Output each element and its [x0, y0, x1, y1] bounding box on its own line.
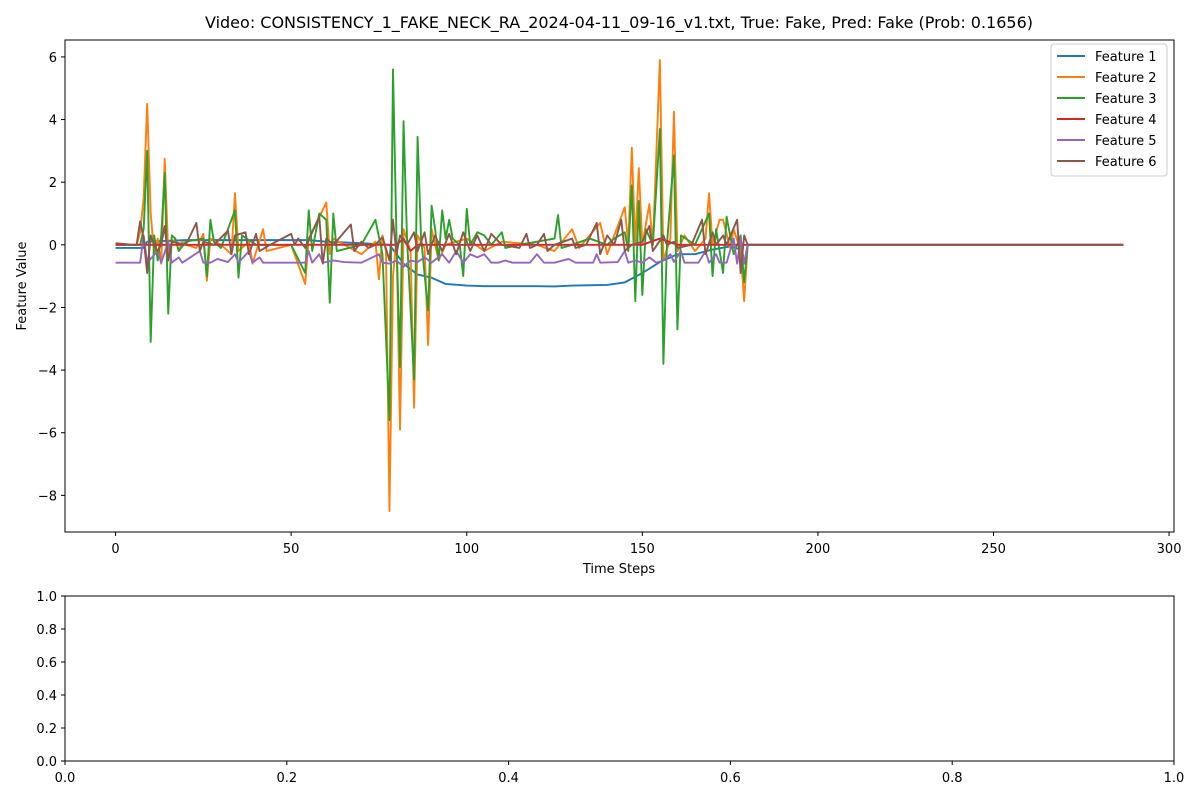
x-tick-label: 100 [454, 542, 479, 557]
y-tick-label: −8 [38, 489, 57, 504]
bottom-plot-frame [64, 595, 1175, 762]
bottom-y-ticks: 0.0 0.2 0.4 0.6 0.8 1.0 [36, 590, 65, 770]
legend-label-1: Feature 1 [1095, 50, 1157, 65]
series-line-2 [115, 59, 1124, 512]
legend-label-3: Feature 3 [1095, 92, 1157, 107]
y-tick-label: 0 [49, 239, 57, 254]
y-tick-label: −6 [38, 427, 57, 442]
bottom-x-tick-label: 0.2 [276, 771, 297, 786]
x-tick-label: 50 [283, 542, 300, 557]
y-tick-label: 2 [49, 176, 57, 191]
bottom-x-tick-label: 0.4 [498, 771, 519, 786]
series-line-5 [115, 234, 1124, 268]
bottom-x-ticks: 0.0 0.2 0.4 0.6 0.8 1.0 [55, 761, 1185, 786]
top-series-layer [115, 59, 1124, 512]
top-y-ticks: −8 −6 −4 −2 0 2 4 6 [38, 51, 65, 504]
legend-label-4: Feature 4 [1095, 113, 1157, 128]
x-tick-label: 200 [805, 542, 830, 557]
x-tick-label: 150 [630, 542, 655, 557]
x-tick-label: 250 [981, 542, 1006, 557]
y-tick-label: 6 [49, 51, 57, 66]
bottom-x-tick-label: 0.6 [720, 771, 741, 786]
series-line-6 [115, 215, 1124, 274]
legend-label-5: Feature 5 [1095, 134, 1157, 149]
x-tick-label: 300 [1157, 542, 1182, 557]
bottom-x-tick-label: 0.0 [55, 771, 76, 786]
y-tick-label: −4 [38, 364, 57, 379]
x-tick-label: 0 [111, 542, 119, 557]
top-x-ticks: 0 50 100 150 200 250 300 [111, 532, 1181, 557]
y-tick-label: −2 [38, 301, 57, 316]
legend-label-6: Feature 6 [1095, 155, 1157, 170]
y-tick-label: 4 [49, 114, 57, 129]
bottom-y-tick-label: 0.8 [36, 623, 57, 638]
legend: Feature 1 Feature 2 Feature 3 Feature 4 Feat… [1050, 43, 1168, 177]
bottom-y-tick-label: 1.0 [36, 590, 57, 605]
x-axis-label: Time Steps [582, 562, 656, 577]
bottom-y-tick-label: 0.4 [36, 689, 57, 704]
top-plot: 0 50 100 150 200 250 300 −8 −6 −4 −2 0 2 4 6 Time Ste… [15, 39, 1181, 577]
legend-label-2: Feature 2 [1095, 71, 1157, 86]
bottom-y-tick-label: 0.6 [36, 656, 57, 671]
top-plot-frame [64, 39, 1175, 533]
bottom-x-tick-label: 0.8 [942, 771, 963, 786]
y-axis-label: Feature Value [15, 242, 30, 331]
bottom-plot: 0.0 0.2 0.4 0.6 0.8 1.0 0.0 0.2 0.4 0.6 0.8 1.0 [36, 590, 1184, 786]
bottom-x-tick-label: 1.0 [1164, 771, 1185, 786]
chart-title: Video: CONSISTENCY_1_FAKE_NECK_RA_2024-0… [205, 13, 1033, 33]
bottom-y-tick-label: 0.2 [36, 722, 57, 737]
bottom-y-tick-label: 0.0 [36, 755, 57, 770]
